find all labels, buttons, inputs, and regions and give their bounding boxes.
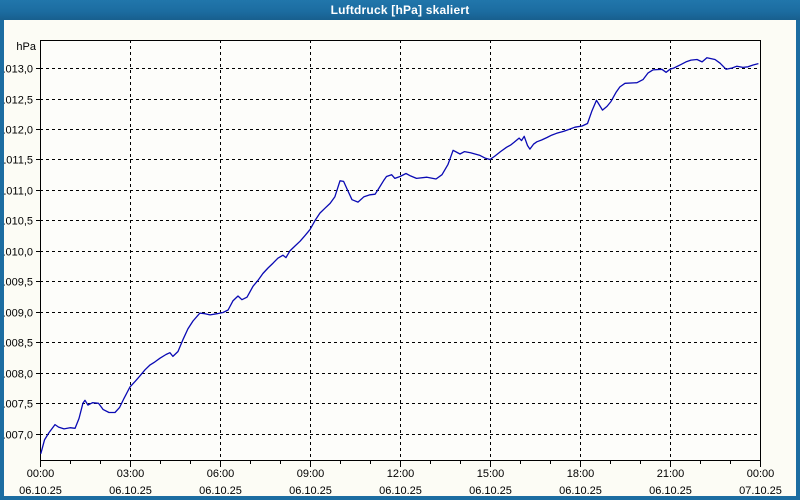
chart-area: 1013,0 1012,5 1012,0 1011,5 1011,0 1010,5 1010…	[4, 20, 796, 496]
x-tick-time: 00:00	[27, 468, 55, 480]
x-tick-date: 06.10.25	[19, 485, 62, 496]
pressure-line-chart: 1013,0 1012,5 1012,0 1011,5 1011,0 1010,5 1010…	[4, 40, 782, 496]
x-tick-date: 06.10.25	[469, 485, 512, 496]
x-tick-time: 12:00	[387, 468, 415, 480]
svg-text:1009,0: 1009,0	[4, 308, 33, 320]
pressure-series-line	[40, 57, 759, 454]
svg-text:1007,0: 1007,0	[4, 430, 33, 442]
window-title: Luftdruck [hPa] skaliert	[330, 3, 470, 17]
x-tick-date: 06.10.25	[199, 485, 242, 496]
x-tick-time: 06:00	[207, 468, 235, 480]
svg-text:1010,5: 1010,5	[4, 216, 33, 228]
svg-text:1012,5: 1012,5	[4, 95, 33, 107]
svg-text:1009,5: 1009,5	[4, 277, 33, 289]
x-tick-time: 21:00	[657, 468, 685, 480]
svg-text:1012,0: 1012,0	[4, 125, 33, 137]
svg-text:1008,5: 1008,5	[4, 338, 33, 350]
gridlines	[40, 40, 760, 460]
svg-text:1011,5: 1011,5	[4, 155, 33, 167]
x-tick-time: 00:00	[747, 468, 775, 480]
x-tick-date: 06.10.25	[289, 485, 332, 496]
svg-text:1013,0: 1013,0	[4, 64, 33, 76]
x-tick-date: 06.10.25	[379, 485, 422, 496]
x-tick-date: 06.10.25	[559, 485, 602, 496]
svg-text:1008,0: 1008,0	[4, 369, 33, 381]
x-tick-time: 18:00	[567, 468, 595, 480]
x-tick-time: 15:00	[477, 468, 505, 480]
x-tick-date: 07.10.25	[739, 485, 782, 496]
y-axis-labels: 1013,0 1012,5 1012,0 1011,5 1011,0 1010,5 1010…	[4, 64, 33, 442]
y-axis-unit-label: hPa	[16, 41, 36, 53]
window-titlebar[interactable]: Luftdruck [hPa] skaliert	[0, 0, 800, 20]
x-tick-time: 03:00	[117, 468, 145, 480]
x-axis-labels: 00:00 06.10.25 03:00 06.10.25 06:00 06.10.25 0…	[19, 468, 782, 496]
svg-text:1010,0: 1010,0	[4, 247, 33, 259]
plot-frame	[40, 40, 761, 461]
x-tick-time: 09:00	[297, 468, 325, 480]
svg-text:1007,5: 1007,5	[4, 399, 33, 411]
svg-text:1011,0: 1011,0	[4, 186, 33, 198]
x-tick-date: 06.10.25	[109, 485, 152, 496]
x-tick-date: 06.10.25	[649, 485, 692, 496]
